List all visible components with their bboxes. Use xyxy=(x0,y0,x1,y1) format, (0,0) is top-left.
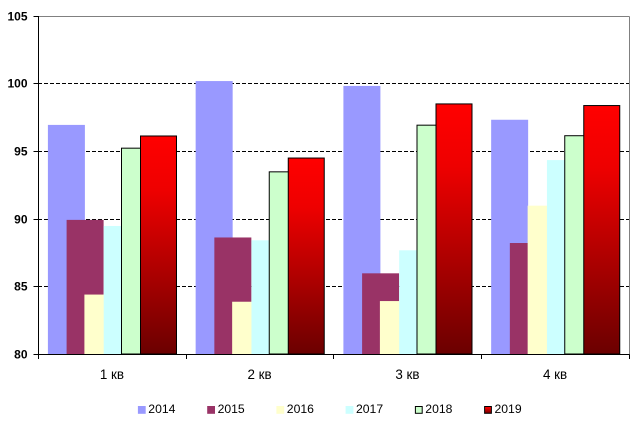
svg-text:2015: 2015 xyxy=(218,402,245,416)
svg-text:80: 80 xyxy=(14,348,28,362)
svg-text:2 кв: 2 кв xyxy=(248,367,272,382)
svg-text:2016: 2016 xyxy=(287,402,314,416)
svg-text:2017: 2017 xyxy=(356,402,383,416)
svg-text:85: 85 xyxy=(14,280,28,294)
svg-text:3 кв: 3 кв xyxy=(395,367,419,382)
svg-text:2018: 2018 xyxy=(425,402,452,416)
svg-text:100: 100 xyxy=(7,77,27,91)
svg-text:1 кв: 1 кв xyxy=(100,367,124,382)
svg-text:90: 90 xyxy=(14,213,28,227)
svg-text:105: 105 xyxy=(7,10,27,24)
svg-text:95: 95 xyxy=(14,145,28,159)
svg-text:2019: 2019 xyxy=(495,402,522,416)
svg-text:4 кв: 4 кв xyxy=(543,367,567,382)
svg-text:2014: 2014 xyxy=(148,402,175,416)
